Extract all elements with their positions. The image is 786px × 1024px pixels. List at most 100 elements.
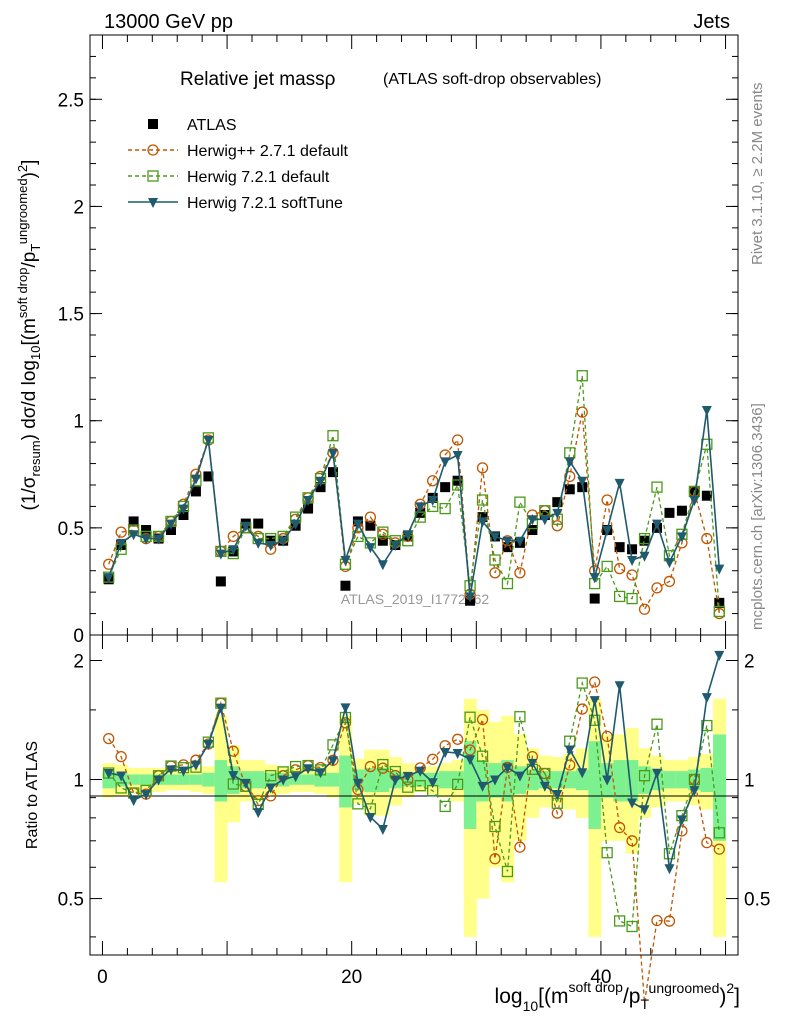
main-panel: Relative jet massρ (ATLAS soft-drop obse… (15, 34, 739, 647)
data-point (452, 475, 463, 486)
mc-point (651, 582, 663, 594)
ratio-point (589, 714, 601, 726)
stat-band (202, 772, 216, 787)
ratio-point (315, 768, 326, 779)
mc-point (390, 541, 401, 551)
mc-point (576, 406, 588, 418)
mc-point (340, 556, 351, 566)
mc-point (602, 526, 613, 536)
y-tick-label: 2.5 (58, 90, 84, 111)
ratio-point (190, 760, 201, 771)
stat-band (563, 771, 577, 789)
stat-band (102, 771, 116, 789)
ratio-point (402, 781, 414, 793)
stat-band (613, 760, 627, 802)
ratio-point (415, 766, 426, 777)
ratio-point (576, 703, 588, 715)
ratio-point (115, 782, 127, 794)
ratio-point (352, 798, 364, 810)
x-tick-label: 0 (97, 967, 108, 988)
mc-point (539, 515, 550, 526)
mc-point (116, 538, 127, 549)
data-point (589, 593, 600, 604)
ratio-point (240, 778, 251, 789)
ratio-point (464, 711, 476, 723)
stat-band (576, 769, 589, 791)
data-point (577, 482, 588, 493)
series-line (108, 412, 720, 614)
data-point (365, 520, 376, 531)
ratio-y-tick-label-right: 1 (744, 771, 755, 792)
ratio-point (477, 781, 488, 792)
stat-band (414, 772, 427, 787)
ratio-point (153, 775, 164, 786)
ratio-point (689, 786, 700, 797)
ratio-point (652, 768, 662, 779)
ratio-point (601, 847, 613, 859)
mc-point (415, 502, 426, 513)
data-point (215, 576, 226, 587)
mc-point (141, 534, 152, 545)
ratio-point (340, 703, 351, 714)
ratio-point (602, 775, 613, 786)
data-point (552, 497, 563, 508)
mc-point (701, 532, 713, 545)
stat-band (177, 774, 191, 785)
mc-point (502, 536, 513, 547)
ratio-point (664, 864, 675, 875)
x-tick-label: 20 (341, 967, 362, 988)
mcplots-label: mcplots.cern.ch [arXiv:1306.3436] (749, 403, 766, 630)
ratio-point (714, 650, 725, 661)
mc-point (626, 592, 638, 605)
mc-point (639, 551, 650, 562)
main-ticks: 0 0.5 1 1.5 2 2.5 (58, 35, 738, 647)
ratio-point (564, 735, 576, 747)
mc-point (651, 481, 663, 493)
ratio-point (265, 783, 276, 794)
ratio-point (390, 775, 401, 786)
mc-point (315, 476, 326, 487)
ratio-point (589, 676, 601, 688)
ratio-bands (102, 698, 727, 937)
mc-point (265, 541, 276, 551)
y-tick-label: 1.5 (58, 305, 84, 326)
ratio-point (676, 815, 687, 826)
legend-label: Herwig++ 2.7.1 default (187, 143, 349, 160)
mc-point (215, 549, 226, 560)
ratio-point (589, 696, 600, 707)
data-point (128, 516, 139, 527)
ratio-point (427, 778, 438, 789)
stat-band (463, 741, 477, 829)
mc-point (476, 462, 489, 474)
mc-point (551, 520, 563, 532)
data-point (253, 518, 264, 529)
data-point (166, 525, 176, 535)
mc-point (402, 530, 413, 541)
data-point (527, 525, 538, 535)
legend: ATLAS Herwig++ 2.7.1 default Herwig 7.2.1 … (128, 117, 349, 212)
chart-title: Relative jet massρ (180, 69, 336, 90)
ratio-point (638, 770, 651, 782)
mc-point (452, 451, 463, 461)
ratio-point (663, 915, 676, 927)
ratio-point (115, 750, 127, 763)
ratio-point (713, 827, 725, 839)
mc-point (652, 519, 662, 530)
mc-point (689, 496, 700, 506)
ratio-point (614, 681, 625, 692)
ratio-point (253, 808, 264, 819)
ratio-point (651, 718, 663, 730)
legend-marker (147, 170, 159, 182)
ratio-point (626, 920, 638, 933)
ratio-point (552, 789, 563, 800)
mc-point (115, 526, 127, 538)
chart-subtitle: (ATLAS soft-drop observables) (383, 71, 601, 88)
stat-band (252, 771, 265, 789)
y-tick-label: 1 (73, 412, 84, 433)
y-tick-label: 0.5 (58, 519, 84, 540)
ratio-point (103, 732, 115, 745)
ratio-point (166, 765, 176, 776)
data-point (141, 525, 152, 535)
ratio-frame (89, 634, 739, 956)
